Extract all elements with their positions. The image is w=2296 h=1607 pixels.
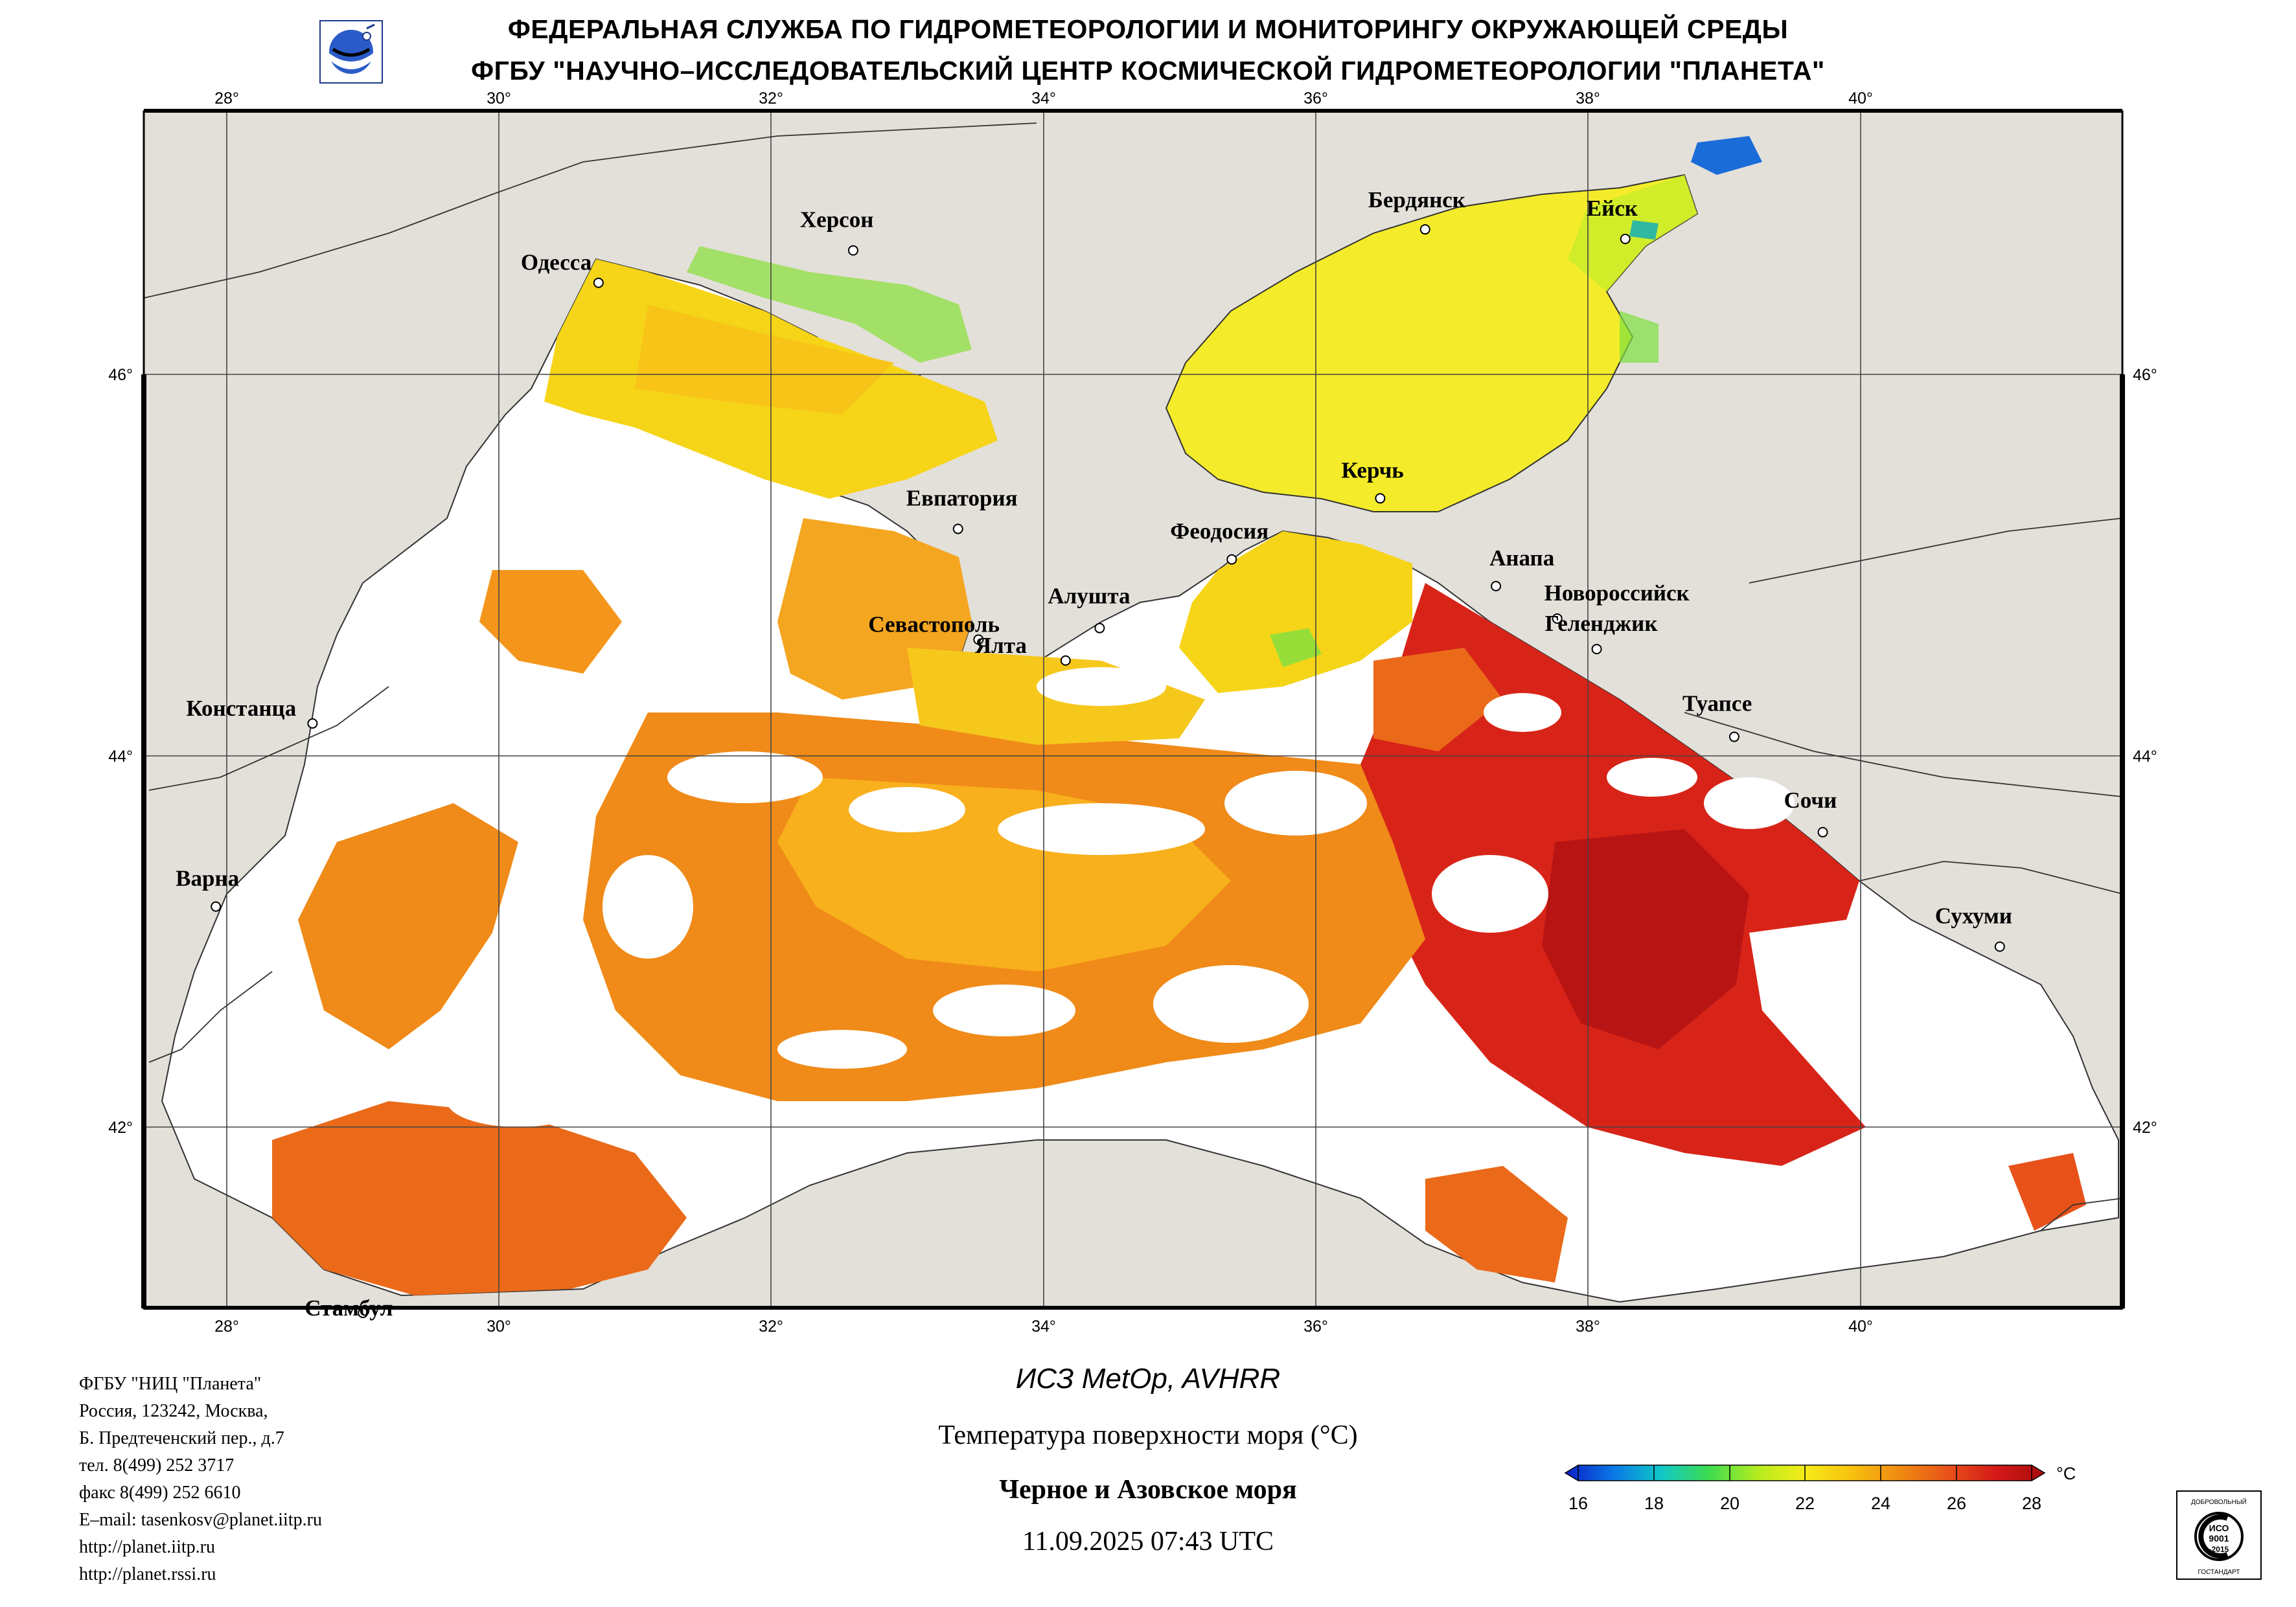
city-marker xyxy=(1591,644,1602,655)
city-marker xyxy=(1375,493,1386,504)
org-line: E–mail: tasenkosv@planet.iitp.ru xyxy=(79,1510,322,1530)
sst-west xyxy=(298,803,518,1049)
country-borders xyxy=(144,122,2122,1231)
city-label: Феодосия xyxy=(1170,519,1269,544)
header-title-1: ФЕДЕРАЛЬНАЯ СЛУЖБА ПО ГИДРОМЕТЕОРОЛОГИИ … xyxy=(507,14,1789,44)
colorbar-unit: °С xyxy=(2056,1464,2076,1483)
city-marker xyxy=(1728,731,1739,742)
city-label: Ялта xyxy=(975,633,1027,658)
city-label: Туапсе xyxy=(1682,691,1752,716)
city-label: Геленджик xyxy=(1545,611,1659,636)
city-marker xyxy=(358,1307,369,1318)
lat-tick-left-44: 44° xyxy=(108,747,133,766)
lon-tick-bottom-30: 30° xyxy=(487,1317,511,1336)
city-label: Керчь xyxy=(1341,457,1403,483)
colorbar-tick-22: 22 xyxy=(1795,1494,1815,1513)
city-labels: Одесса Херсон Бердянск Ейск Евпатория Керчь Фе… xyxy=(176,187,2012,1321)
region-title: Черное и Азовское моря xyxy=(999,1475,1297,1505)
lat-tick-right-42: 42° xyxy=(2133,1119,2157,1137)
city-marker xyxy=(593,277,604,288)
city-marker xyxy=(1552,613,1563,624)
iso-badge-bottom-text: ГОСТАНДАРТ xyxy=(2198,1569,2240,1576)
org-line: Россия, 123242, Москва, xyxy=(79,1401,268,1421)
colorbar-tick-16: 16 xyxy=(1568,1494,1588,1513)
city-label: Анапа xyxy=(1489,545,1554,571)
city-marker xyxy=(211,901,222,912)
lon-tick-top-38: 38° xyxy=(1576,89,1600,108)
colorbar-tick-20: 20 xyxy=(1720,1494,1739,1513)
lon-tick-top-28: 28° xyxy=(214,89,239,108)
lon-tick-bottom-40: 40° xyxy=(1848,1317,1873,1336)
org-line: тел. 8(499) 252 3717 xyxy=(79,1455,235,1476)
city-marker xyxy=(1994,941,2005,952)
iso-badge-top-text: ДОБРОВОЛЬНЫЙ xyxy=(2191,1498,2247,1506)
graticule xyxy=(144,111,2122,1308)
lat-tick-left-42: 42° xyxy=(108,1119,133,1137)
org-line: http://planet.rssi.ru xyxy=(79,1564,216,1584)
org-line: http://planet.iitp.ru xyxy=(79,1537,215,1557)
colorbar-tick-26: 26 xyxy=(1947,1494,1966,1513)
lat-tick-right-44: 44° xyxy=(2133,747,2157,766)
lon-tick-top-30: 30° xyxy=(487,89,511,108)
city-label: Одесса xyxy=(521,250,591,275)
city-label: Сочи xyxy=(1784,788,1837,813)
planeta-globe-logo-icon xyxy=(319,20,383,84)
header-title-2: ФГБУ "НАУЧНО–ИССЛЕДОВАТЕЛЬСКИЙ ЦЕНТР КОС… xyxy=(471,56,1825,85)
lon-tick-bottom-36: 36° xyxy=(1303,1317,1328,1336)
colorbar-tick-28: 28 xyxy=(2022,1494,2041,1513)
org-line: ФГБУ "НИЦ "Планета" xyxy=(79,1374,262,1394)
city-label: Констанца xyxy=(186,696,296,721)
city-marker xyxy=(847,245,858,256)
city-label: Новороссийск xyxy=(1544,580,1690,606)
city-marker xyxy=(952,523,963,534)
observation-datetime: 11.09.2025 07:43 UTC xyxy=(1022,1527,1274,1556)
cloud-mask xyxy=(447,667,1795,1127)
city-label: Варна xyxy=(176,866,239,891)
product-title: Температура поверхности моря (°С) xyxy=(938,1420,1358,1450)
city-marker xyxy=(1226,554,1237,565)
satellite-sensor: ИСЗ MetOp, AVHRR xyxy=(1015,1363,1281,1395)
city-label: Бердянск xyxy=(1368,187,1466,212)
city-label: Херсон xyxy=(800,207,873,233)
lon-tick-top-36: 36° xyxy=(1303,89,1328,108)
organization-contacts: ФГБУ "НИЦ "Планета" Россия, 123242, Моск… xyxy=(79,1371,322,1588)
lon-tick-bottom-32: 32° xyxy=(759,1317,783,1336)
city-label: Стамбул xyxy=(304,1295,393,1321)
sst-kerch xyxy=(1179,531,1412,693)
city-label: Ейск xyxy=(1587,196,1638,221)
city-marker xyxy=(1419,224,1430,235)
city-marker xyxy=(973,634,984,645)
lat-tick-left-46: 46° xyxy=(108,366,133,384)
city-marker xyxy=(307,718,318,729)
city-marker xyxy=(1620,233,1631,244)
city-marker xyxy=(1060,655,1071,666)
iso-badge-year: -2015 xyxy=(2209,1545,2229,1554)
city-marker xyxy=(1817,826,1828,838)
city-label: Евпатория xyxy=(906,486,1018,511)
map-frame-ticks xyxy=(141,109,2125,1310)
lat-tick-right-46: 46° xyxy=(2133,366,2157,384)
lon-tick-top-34: 34° xyxy=(1031,89,1056,108)
lon-tick-top-32: 32° xyxy=(759,89,783,108)
iso-badge-number: 9001 xyxy=(2209,1533,2229,1544)
colorbar: 16 18 20 22 24 26 28 °С xyxy=(1564,1464,2076,1513)
colorbar-tick-18: 18 xyxy=(1644,1494,1664,1513)
colorbar-tick-24: 24 xyxy=(1871,1494,1890,1513)
city-marker xyxy=(1094,622,1105,633)
city-label: Алушта xyxy=(1048,584,1130,609)
lon-tick-bottom-38: 38° xyxy=(1576,1317,1600,1336)
iso-badge-label: ИСО xyxy=(2209,1523,2229,1533)
lon-tick-top-40: 40° xyxy=(1848,89,1873,108)
org-line: факс 8(499) 252 6610 xyxy=(79,1483,241,1503)
city-marker xyxy=(1491,580,1502,591)
iso-9001-certification-badge-icon: ДОБРОВОЛЬНЫЙ ИСО 9001 -2015 ГОСТАНДАРТ xyxy=(2176,1490,2262,1580)
org-line: Б. Предтеченский пер., д.7 xyxy=(79,1428,284,1448)
lon-tick-bottom-28: 28° xyxy=(214,1317,239,1336)
city-label: Сухуми xyxy=(1935,904,2012,929)
city-label: Севастополь xyxy=(868,611,1000,637)
sst-southwest xyxy=(272,1101,687,1295)
lon-tick-bottom-34: 34° xyxy=(1031,1317,1056,1336)
